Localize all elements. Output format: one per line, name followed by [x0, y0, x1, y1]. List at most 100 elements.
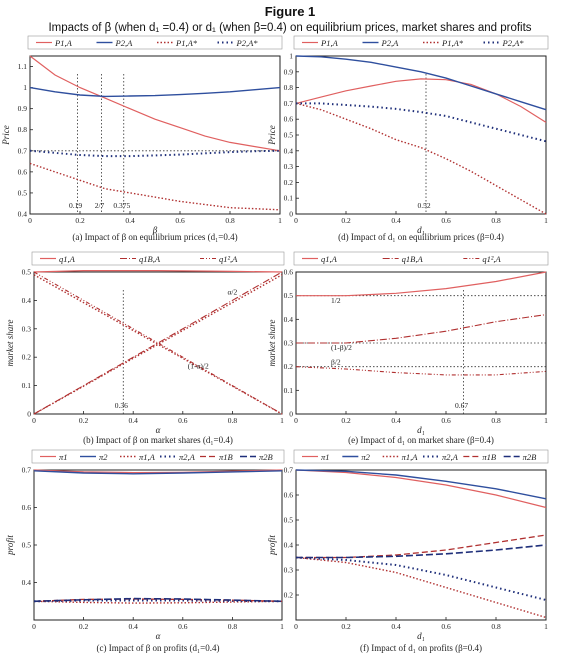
legend-label: P1,A	[320, 38, 339, 48]
series-line-2	[295, 469, 547, 500]
x-tick-label: 0	[294, 216, 298, 225]
panel-5: π1 π2 π1,A π2,A π1B π2B 0 0.2 0.4 0.6 0.8 1 0.4 0.5 0.…	[5, 449, 285, 653]
y-tick-label: 0.4	[22, 296, 32, 305]
annotation-label: 0.67	[455, 401, 468, 410]
x-tick-label: 1	[544, 622, 548, 631]
panel-caption: (e) Impact of d₁ on market share (β=0.4)	[348, 435, 494, 445]
y-tick-label: 0.7	[18, 146, 28, 155]
legend-label: q1²,A	[219, 254, 238, 264]
y-tick-label: 0.5	[18, 188, 28, 197]
x-tick-label: 1	[544, 216, 548, 225]
x-tick-label: 0.8	[491, 622, 501, 631]
y-tick-label: 0.7	[284, 99, 294, 108]
legend-label: π2B	[259, 452, 273, 462]
annotation-label: (1-α)/2	[188, 362, 209, 371]
panel-caption: (d) Impact of d₁ on equilibrium prices (…	[338, 232, 504, 242]
legend-label: q1,A	[321, 254, 338, 264]
legend-label: q1²,A	[482, 254, 501, 264]
x-tick-label: 0.4	[391, 416, 401, 425]
legend: π1 π2 π1,A π2,A π1B π2B	[293, 449, 549, 464]
y-axis-label: profit	[5, 535, 15, 556]
x-tick-label: 0.6	[441, 216, 451, 225]
y-tick-label: 0.6	[22, 503, 32, 512]
series-line-6	[33, 597, 283, 603]
x-tick-label: 0.2	[341, 216, 351, 225]
x-tick-label: 1	[280, 416, 284, 425]
y-tick-label: 0.7	[22, 466, 32, 475]
x-tick-label: 0.6	[175, 216, 185, 225]
legend-label: π1B	[482, 452, 496, 462]
x-tick-label: 0.8	[225, 216, 235, 225]
series-line-2	[29, 86, 281, 98]
legend: P1,A P2,A P1,A* P2,A*	[293, 35, 549, 50]
y-axis-label: market share	[5, 320, 15, 367]
legend-box	[293, 449, 549, 464]
figure-title: Figure 1	[264, 4, 316, 19]
legend-label: π1	[59, 452, 68, 462]
legend-label: π1,A	[139, 452, 156, 462]
y-tick-label: 0.1	[284, 194, 294, 203]
series-line-1	[295, 469, 547, 509]
series-line-1	[29, 55, 281, 152]
plot-frame	[29, 55, 281, 215]
legend-box	[27, 35, 283, 50]
legend: P1,A P2,A P1,A* P2,A*	[27, 35, 283, 50]
annotation-label: 2/7	[95, 201, 105, 210]
y-axis-label: Price	[1, 125, 11, 146]
x-tick-label: 0	[28, 216, 32, 225]
y-tick-label: 1.1	[18, 62, 28, 71]
y-tick-label: 0.1	[22, 381, 32, 390]
x-tick-label: 0.8	[491, 416, 501, 425]
x-axis-label: d₁	[417, 425, 425, 435]
y-tick-label: 0.6	[284, 268, 294, 277]
legend: q1,A q1B,A q1²,A	[31, 251, 285, 266]
x-tick-label: 0.6	[441, 416, 451, 425]
figure-subtitle: Impacts of β (when d₁ =0.4) or d₁ (when …	[48, 22, 532, 34]
legend-label: π1B	[219, 452, 233, 462]
x-tick-label: 0.6	[441, 622, 451, 631]
series-line-1	[33, 469, 283, 474]
series-line-2	[295, 55, 547, 111]
panel-2: P1,A P2,A P1,A* P2,A*0 0.2 0.4 0.6 0.8 100.10.20…	[267, 35, 549, 242]
y-tick-label: 0.4	[18, 210, 28, 219]
series-line-3	[33, 600, 283, 604]
annotation-label: 0.52	[417, 201, 430, 210]
x-tick-label: 0	[294, 622, 298, 631]
series-line-2	[296, 314, 547, 344]
panel-caption: (b) Impact of β on market shares (d₁=0.4…	[83, 435, 233, 445]
y-tick-label: 0.3	[22, 324, 32, 333]
y-tick-label: 0.5	[22, 541, 32, 550]
x-axis-label: d₁	[417, 225, 425, 235]
y-tick-label: 0	[289, 410, 293, 419]
series-line-1	[33, 270, 283, 273]
x-tick-label: 1	[278, 216, 282, 225]
x-tick-label: 0.2	[341, 416, 351, 425]
panel-4: q1,A q1B,A q1²,A0 0.2 0.4 0.6 0.8 100.10.20.30.…	[267, 251, 549, 445]
annotation-label: (1-β)/2	[331, 343, 352, 352]
y-tick-label: 0.5	[22, 268, 32, 277]
y-tick-label: 0.6	[18, 167, 28, 176]
x-tick-label: 0.8	[228, 416, 238, 425]
x-tick-label: 1	[280, 622, 284, 631]
y-tick-label: 0.4	[22, 578, 32, 587]
series-line-2	[33, 470, 283, 475]
y-tick-label: 0.9	[18, 104, 28, 113]
x-axis-label: α	[156, 425, 161, 435]
y-tick-label: 1	[23, 83, 27, 92]
plot-frame	[295, 469, 547, 621]
x-tick-label: 0.2	[79, 416, 89, 425]
annotation-label: α/2	[227, 288, 237, 297]
legend-label: q1B,A	[139, 254, 161, 264]
x-tick-label: 0.6	[178, 416, 188, 425]
plot-frame	[33, 271, 283, 415]
legend-box	[293, 251, 549, 266]
legend-label: P2,A*	[502, 38, 525, 48]
y-tick-label: 0.1	[284, 386, 294, 395]
x-tick-label: 1	[544, 416, 548, 425]
y-tick-label: 0.2	[284, 362, 294, 371]
legend-box	[31, 449, 285, 464]
y-tick-label: 0.8	[18, 125, 28, 134]
y-tick-label: 0.2	[284, 178, 294, 187]
series-line-6	[296, 544, 547, 559]
y-axis-label: market share	[267, 320, 277, 367]
